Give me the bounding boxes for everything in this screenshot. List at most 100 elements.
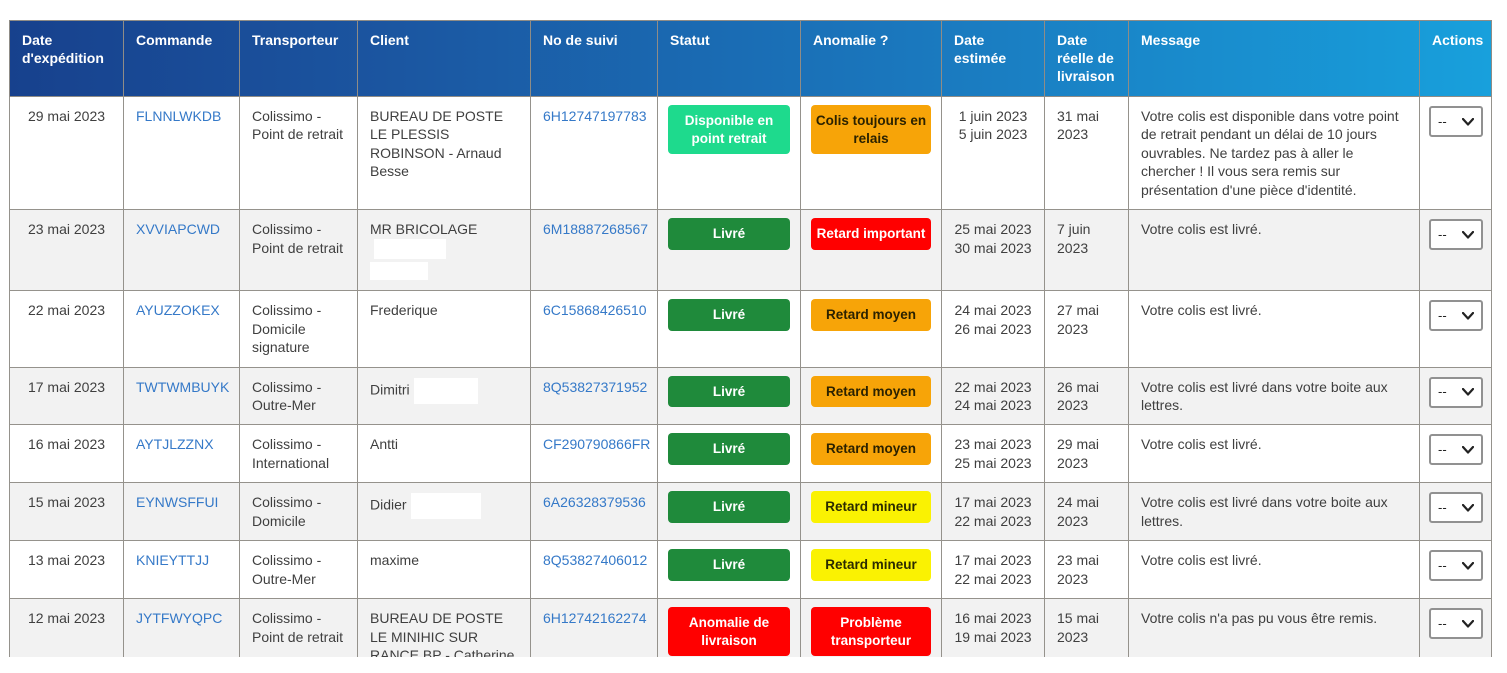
actions-select[interactable]: -- [1429,376,1483,408]
status-badge: Livré [668,218,790,250]
date-expedition-text: 17 mai 2023 [27,378,106,395]
date-estimee-text: 17 mai 2023 22 mai 2023 [954,494,1032,529]
cell-message: Votre colis est disponible dans votre po… [1128,95,1420,211]
actions-select[interactable]: -- [1429,106,1483,137]
column-header: Message [1128,20,1420,97]
status-badge: Livré [668,375,790,408]
actions-select[interactable]: -- [1429,300,1483,332]
chevron-down-icon [1462,503,1474,512]
cell-client: Frederique [357,290,531,368]
actions-select[interactable]: -- [1429,492,1483,524]
status-badge: Disponible en point retrait [668,105,790,155]
message-text: Votre colis n'a pas pu vous être remis. [1141,610,1378,627]
transporteur-text: Colissimo - International [252,436,330,471]
tracking-number-link[interactable]: 6C15868426510 [543,302,647,319]
actions-select-value: -- [1438,500,1447,516]
tracking-number-link[interactable]: 6M18887268567 [543,221,649,238]
column-header: Actions [1419,20,1492,97]
column-header: No de suivi [530,20,658,97]
redacted-text [410,493,481,520]
cell-commande: AYUZZOKEX [123,290,240,368]
chevron-down-icon [1462,117,1474,126]
column-header: Date estimée [941,20,1045,97]
cell-message: Votre colis est livré. [1128,540,1420,600]
cell-date-estimee: 25 mai 2023 30 mai 2023 [941,209,1045,292]
cell-client: Antti [357,424,531,484]
cell-date-expedition: 12 mai 2023 [9,598,124,657]
cell-transporteur: Colissimo - International [239,424,358,484]
cell-date-estimee: 23 mai 2023 25 mai 2023 [941,424,1045,484]
cell-transporteur: Colissimo - Point de retrait [239,209,358,292]
tracking-number-link[interactable]: 6A26328379536 [543,494,646,511]
date-reelle-text: 7 juin 2023 [1057,221,1091,256]
date-expedition-text: 23 mai 2023 [27,221,106,238]
cell-anomalie: Retard mineur [800,540,942,600]
transporteur-text: Colissimo - Domicile signature [252,302,322,356]
actions-select-value: -- [1438,384,1447,400]
commande-link[interactable]: JYTFWYQPC [136,610,223,627]
transporteur-text: Colissimo - Point de retrait [252,108,344,143]
commande-link[interactable]: AYTJLZZNX [136,436,214,453]
shipments-table-container: Date d'expédition Commande Transporteur Cli… [9,20,1492,657]
message-text: Votre colis est livré. [1141,552,1262,569]
commande-link[interactable]: EYNWSFFUI [136,494,219,511]
cell-date-expedition: 15 mai 2023 [9,482,124,542]
cell-no-suivi: 6M18887268567 [530,209,658,292]
table-row: 12 mai 2023 JYTFWYQPC Colissimo - Point … [9,598,1492,657]
shipments-table: Date d'expédition Commande Transporteur Cli… [9,20,1492,657]
redacted-text [370,262,428,281]
cell-no-suivi: CF290790866FR [530,424,658,484]
actions-select[interactable]: -- [1429,434,1483,466]
actions-select[interactable]: -- [1429,550,1483,582]
commande-link[interactable]: AYUZZOKEX [136,302,220,319]
client-text: Frederique [370,302,438,319]
tracking-number-link[interactable]: 6H12747197783 [543,108,647,124]
commande-link[interactable]: FLNNLWKDB [136,108,222,124]
actions-select[interactable]: -- [1429,219,1483,251]
cell-transporteur: Colissimo - Domicile [239,482,358,542]
actions-select[interactable]: -- [1429,608,1483,640]
tracking-number-link[interactable]: 6H12742162274 [543,610,647,627]
cell-transporteur: Colissimo - Domicile signature [239,290,358,368]
commande-link[interactable]: TWTWMBUYK [136,378,230,395]
message-text: Votre colis est livré dans votre boite a… [1141,494,1388,529]
date-estimee-text: 25 mai 2023 30 mai 2023 [954,221,1032,256]
transporteur-text: Colissimo - Outre-Mer [252,552,322,587]
table-header-row: Date d'expédition Commande Transporteur Cli… [9,20,1492,97]
anomaly-badge: Colis toujours en relais [811,105,931,155]
table-row: 15 mai 2023 EYNWSFFUI Colissimo - Domici… [9,482,1492,542]
cell-date-reelle: 23 mai 2023 [1044,540,1129,600]
column-header: Commande [123,20,240,97]
column-header: Date réelle de livraison [1044,20,1129,97]
client-text: maxime [370,552,420,569]
column-header: Statut [657,20,801,97]
cell-date-reelle: 29 mai 2023 [1044,424,1129,484]
commande-link[interactable]: XVVIAPCWD [136,221,221,238]
message-text: Votre colis est livré dans votre boite a… [1141,378,1388,413]
tracking-number-link[interactable]: 8Q53827406012 [543,552,648,569]
status-badge: Livré [668,433,790,465]
cell-statut: Anomalie de livraison [657,598,801,657]
cell-date-estimee: 1 juin 2023 5 juin 2023 [941,95,1045,211]
cell-message: Votre colis est livré. [1128,424,1420,484]
cell-date-expedition: 17 mai 2023 [9,366,124,426]
date-reelle-text: 29 mai 2023 [1057,436,1100,471]
commande-link[interactable]: KNIEYTTJJ [136,552,210,569]
tracking-number-link[interactable]: 8Q53827371952 [543,378,648,395]
cell-date-estimee: 16 mai 2023 19 mai 2023 [941,598,1045,657]
client-text: BUREAU DE POSTE LE MINIHIC SUR RANCE BP … [370,610,515,657]
chevron-down-icon [1462,445,1474,454]
status-badge: Livré [668,491,790,523]
cell-date-reelle: 26 mai 2023 [1044,366,1129,426]
transporteur-text: Colissimo - Outre-Mer [252,378,322,413]
cell-commande: AYTJLZZNX [123,424,240,484]
cell-message: Votre colis est livré dans votre boite a… [1128,482,1420,542]
chevron-down-icon [1462,311,1474,320]
cell-date-estimee: 17 mai 2023 22 mai 2023 [941,482,1045,542]
cell-anomalie: Retard moyen [800,424,942,484]
cell-statut: Disponible en point retrait [657,95,801,211]
tracking-number-link[interactable]: CF290790866FR [543,436,651,453]
anomaly-badge: Retard moyen [811,299,931,331]
cell-transporteur: Colissimo - Outre-Mer [239,540,358,600]
cell-anomalie: Colis toujours en relais [800,95,942,211]
